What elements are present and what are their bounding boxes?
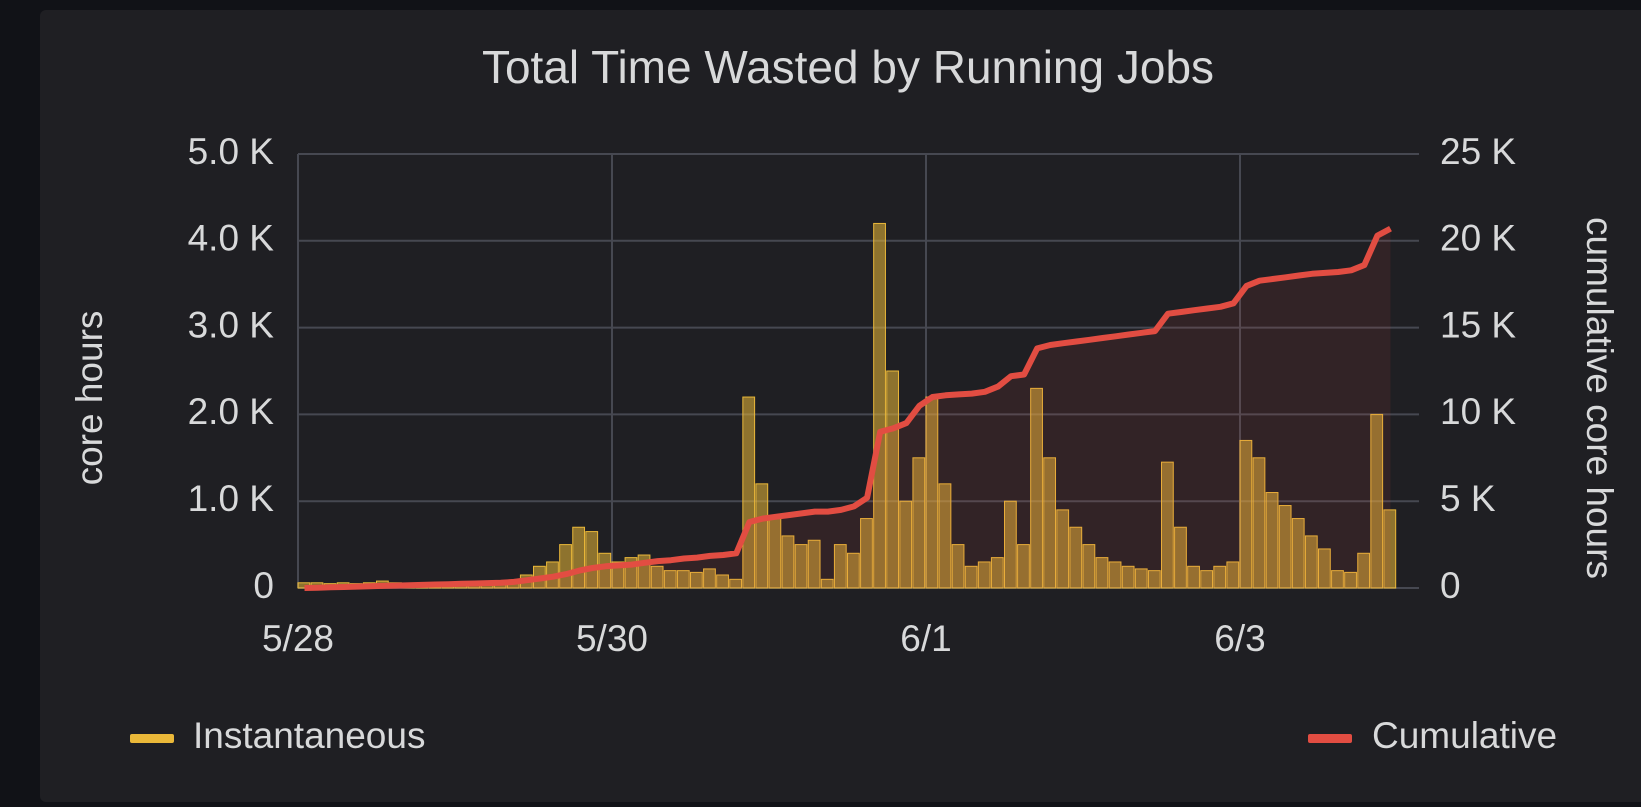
bar bbox=[1304, 535, 1318, 589]
bar bbox=[1200, 570, 1214, 589]
y2-tick-label: 15 K bbox=[1440, 304, 1516, 345]
bar bbox=[820, 578, 834, 589]
y2-tick-label: 20 K bbox=[1440, 218, 1516, 259]
y-tick-label: 3.0 K bbox=[188, 304, 275, 345]
legend-label: Instantaneous bbox=[193, 715, 425, 756]
bar bbox=[873, 222, 886, 589]
bar bbox=[1318, 548, 1331, 589]
bar bbox=[899, 500, 913, 589]
bar bbox=[755, 483, 769, 589]
x-tick-label: 6/3 bbox=[1214, 618, 1265, 659]
bar bbox=[1161, 461, 1174, 589]
bar bbox=[807, 539, 821, 589]
bar bbox=[1043, 457, 1057, 589]
bar bbox=[833, 544, 847, 589]
y2-tick-label: 25 K bbox=[1440, 131, 1516, 172]
bar bbox=[1030, 387, 1043, 589]
x-tick-label: 5/30 bbox=[576, 618, 648, 659]
bar bbox=[1291, 518, 1305, 589]
bar bbox=[716, 574, 729, 589]
bar bbox=[1213, 565, 1227, 589]
legend-swatch bbox=[1308, 734, 1352, 743]
y2-tick-label: 0 bbox=[1440, 565, 1461, 606]
bar bbox=[886, 370, 900, 589]
legend-label: Cumulative bbox=[1372, 715, 1557, 756]
y2-tick-label: 5 K bbox=[1440, 478, 1496, 519]
bar bbox=[1370, 413, 1384, 589]
bar bbox=[1134, 568, 1148, 589]
bar bbox=[1239, 439, 1253, 589]
y-tick-label: 2.0 K bbox=[188, 391, 275, 432]
x-tick-label: 5/28 bbox=[262, 618, 334, 659]
bar bbox=[650, 565, 664, 589]
bar bbox=[1344, 571, 1357, 589]
bar bbox=[977, 561, 991, 589]
bar bbox=[703, 568, 716, 589]
bar bbox=[1383, 509, 1397, 589]
bar bbox=[912, 457, 926, 589]
y-tick-label: 0 bbox=[253, 565, 274, 606]
bar bbox=[964, 565, 978, 589]
y-axis-title: core hours bbox=[69, 311, 110, 486]
bar bbox=[1056, 509, 1070, 589]
bar bbox=[938, 483, 952, 589]
bar bbox=[585, 531, 599, 589]
bar bbox=[1174, 526, 1187, 589]
panel bbox=[40, 10, 1641, 802]
bar bbox=[794, 544, 808, 589]
bar bbox=[1082, 544, 1096, 589]
bar bbox=[663, 570, 677, 589]
bar bbox=[1226, 561, 1240, 589]
y2-tick-label: 10 K bbox=[1440, 391, 1516, 432]
x-tick-label: 6/1 bbox=[900, 618, 951, 659]
bar bbox=[572, 526, 586, 589]
y-tick-label: 4.0 K bbox=[188, 218, 275, 259]
y2-axis-title: cumulative core hours bbox=[1579, 217, 1620, 579]
bar bbox=[1187, 565, 1200, 589]
bar bbox=[1357, 552, 1371, 589]
bar bbox=[1108, 561, 1122, 589]
bar bbox=[781, 535, 795, 589]
bar bbox=[1265, 492, 1279, 589]
bar bbox=[637, 554, 651, 589]
bar bbox=[1004, 500, 1017, 589]
bar bbox=[1331, 570, 1344, 589]
bar bbox=[1121, 565, 1135, 589]
chart-title: Total Time Wasted by Running Jobs bbox=[482, 41, 1214, 93]
legend-swatch bbox=[130, 734, 174, 743]
bar bbox=[729, 578, 743, 589]
bar bbox=[1147, 570, 1161, 589]
bar bbox=[690, 571, 703, 589]
plot: 0 1.0 K 2.0 K 3.0 K 4.0 K 5.0 K 0 5 K 10 K 15 K 20… bbox=[188, 131, 1517, 659]
bar bbox=[1252, 457, 1266, 589]
y-tick-label: 5.0 K bbox=[188, 131, 275, 172]
bar bbox=[1069, 526, 1083, 589]
area bbox=[304, 228, 1391, 588]
bar bbox=[990, 557, 1004, 589]
bar bbox=[624, 557, 638, 589]
bar bbox=[676, 570, 690, 589]
line bbox=[304, 225, 1392, 591]
bar bbox=[559, 544, 572, 589]
bar bbox=[611, 561, 625, 589]
bar bbox=[951, 544, 965, 589]
bar bbox=[1017, 544, 1030, 589]
y-tick-label: 1.0 K bbox=[188, 478, 275, 519]
bar bbox=[860, 518, 873, 589]
bar bbox=[742, 396, 756, 589]
bar bbox=[1278, 505, 1292, 589]
bar bbox=[598, 552, 612, 589]
bar bbox=[847, 552, 860, 589]
bar bbox=[1095, 557, 1109, 589]
